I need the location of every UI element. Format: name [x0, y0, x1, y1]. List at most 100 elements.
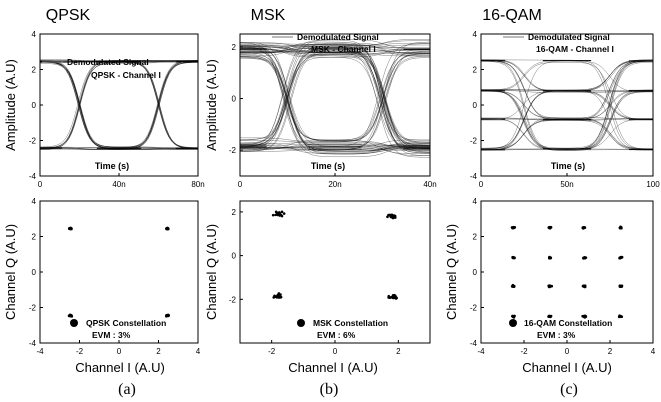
constellation-point: [581, 284, 585, 288]
eye-trace: [480, 90, 653, 93]
constellation-point: [547, 285, 551, 288]
constellation-point: [277, 296, 281, 299]
eye-trace: [240, 45, 431, 150]
eye-trace: [240, 51, 431, 149]
constellation-point: [271, 213, 275, 217]
constellation-qpsk: -4 -2 0 2 4 4 2 0 -2 -4 QPSK Constellation EVM : …: [3, 197, 201, 375]
eye-trace: [239, 40, 430, 148]
eye-trace: [480, 61, 654, 151]
eye-trace: [481, 60, 654, 91]
x-tick-label: 0: [479, 180, 484, 189]
constellation-point: [280, 210, 284, 214]
legend-channel: QPSK - Channel I: [91, 70, 161, 80]
eye-trace: [239, 50, 431, 152]
y-tick-label: 0: [232, 252, 237, 261]
y-tick-label: 2: [232, 208, 237, 217]
y-axis-label: Channel Q (A.U): [444, 224, 459, 320]
y-axis-label: Channel Q (A.U): [3, 224, 18, 320]
axis-ticks: -2 0 2 2 0 -2: [229, 208, 401, 356]
y-tick-label: 4: [473, 30, 478, 39]
axis-ticks: 0 40n 80n 4 2 0 -2 -4: [29, 30, 205, 189]
x-axis-label: Channel I (A.U): [75, 360, 165, 375]
constellation-point: [390, 213, 394, 217]
constellation-point: [583, 256, 587, 260]
eye-trace: [481, 59, 654, 92]
y-tick-label: -2: [229, 146, 237, 155]
constellation-point: [549, 284, 553, 288]
constellation-point: [618, 314, 622, 318]
constellation-points: [67, 226, 170, 318]
constellation-point: [512, 315, 516, 319]
eye-diagram-qpsk: 0 40n 80n 4 2 0 -2 -4 Demodulated Signal QPSK -…: [3, 30, 205, 189]
eye-trace: [239, 41, 431, 142]
eye-trace: [40, 148, 198, 150]
eye-trace: [240, 144, 430, 151]
eye-trace: [240, 53, 431, 142]
x-tick-label: -2: [76, 347, 84, 356]
eye-trace: [481, 90, 654, 120]
y-tick-label: 0: [232, 95, 237, 104]
eye-trace: [480, 59, 654, 92]
y-tick-label: -2: [470, 304, 478, 313]
eye-trace: [480, 61, 654, 151]
eye-trace: [239, 53, 430, 151]
plot-frame: [39, 33, 199, 177]
legend-channel: 16-QAM - Channel I: [536, 44, 614, 54]
constellation-point: [512, 225, 515, 229]
constellation-point: [68, 227, 72, 230]
y-tick-label: 4: [473, 197, 478, 206]
constellation-point: [619, 226, 623, 229]
eye-trace: [39, 60, 199, 148]
constellation-point: [512, 284, 516, 288]
eye-trace: [240, 42, 431, 47]
legend-constellation: 16-QAM Constellation: [524, 318, 612, 328]
constellation-point: [583, 316, 587, 319]
constellation-points: [271, 210, 398, 300]
y-tick-label: 4: [32, 197, 37, 206]
x-tick-label: 20n: [328, 180, 341, 189]
evm-label: EVM : 6%: [317, 330, 356, 340]
eye-trace: [40, 61, 199, 149]
legend-constellation: MSK Constellation: [313, 318, 388, 328]
eye-trace: [480, 60, 654, 150]
y-tick-label: 2: [32, 233, 37, 242]
axis-ticks: 0 50n 100 4 2 0 -2 -4: [470, 30, 660, 189]
x-tick-label: -2: [268, 347, 276, 356]
y-tick-label: 2: [232, 43, 237, 52]
eye-trace: [239, 46, 431, 141]
constellation-point: [391, 293, 395, 297]
eye-diagram-msk: 0 20n 40n 2 0 -2 Demodulated Signal MSK - Cha…: [204, 32, 437, 189]
constellation-point: [513, 256, 516, 260]
y-tick-label: 0: [473, 268, 478, 277]
legend-signal: Demodulated Signal: [297, 32, 379, 42]
legend-marker: [509, 319, 517, 327]
axis-ticks: 0 20n 40n 2 0 -2: [229, 43, 437, 189]
eye-trace: [240, 47, 431, 153]
legend-marker: [70, 319, 78, 327]
eye-trace: [39, 60, 198, 150]
constellation-point: [548, 256, 551, 259]
x-tick-label: 80n: [191, 180, 204, 189]
eye-diagram-16qam: 0 50n 100 4 2 0 -2 -4 Demodulated Signal 16-QAM…: [470, 30, 660, 189]
eye-trace: [480, 60, 654, 150]
y-axis-label: Amplitude (A.U): [204, 59, 219, 151]
x-tick-label: 4: [196, 347, 201, 356]
eye-trace: [480, 117, 653, 149]
y-tick-label: -2: [470, 137, 478, 146]
y-tick-label: 0: [32, 101, 37, 110]
axis-ticks: -4 -2 0 2 4 4 2 0 -2 -4: [29, 197, 201, 356]
constellation-16qam: -4 -2 0 2 4 4 2 0 -2 -4 16-QAM Constellation EVM …: [444, 197, 656, 375]
x-tick-label: 0: [565, 347, 570, 356]
x-tick-label: 40n: [112, 180, 125, 189]
y-tick-label: 2: [473, 66, 478, 75]
x-tick-label: 100: [646, 180, 660, 189]
y-tick-label: 4: [32, 30, 37, 39]
title-qpsk: QPSK: [46, 7, 91, 24]
y-tick-label: 2: [32, 66, 37, 75]
eye-trace: [40, 146, 198, 148]
x-tick-label: 2: [396, 347, 401, 356]
eye-trace: [240, 50, 431, 148]
x-tick-label: 50n: [560, 180, 573, 189]
constellation-point: [393, 216, 397, 219]
x-tick-label: 2: [156, 347, 161, 356]
